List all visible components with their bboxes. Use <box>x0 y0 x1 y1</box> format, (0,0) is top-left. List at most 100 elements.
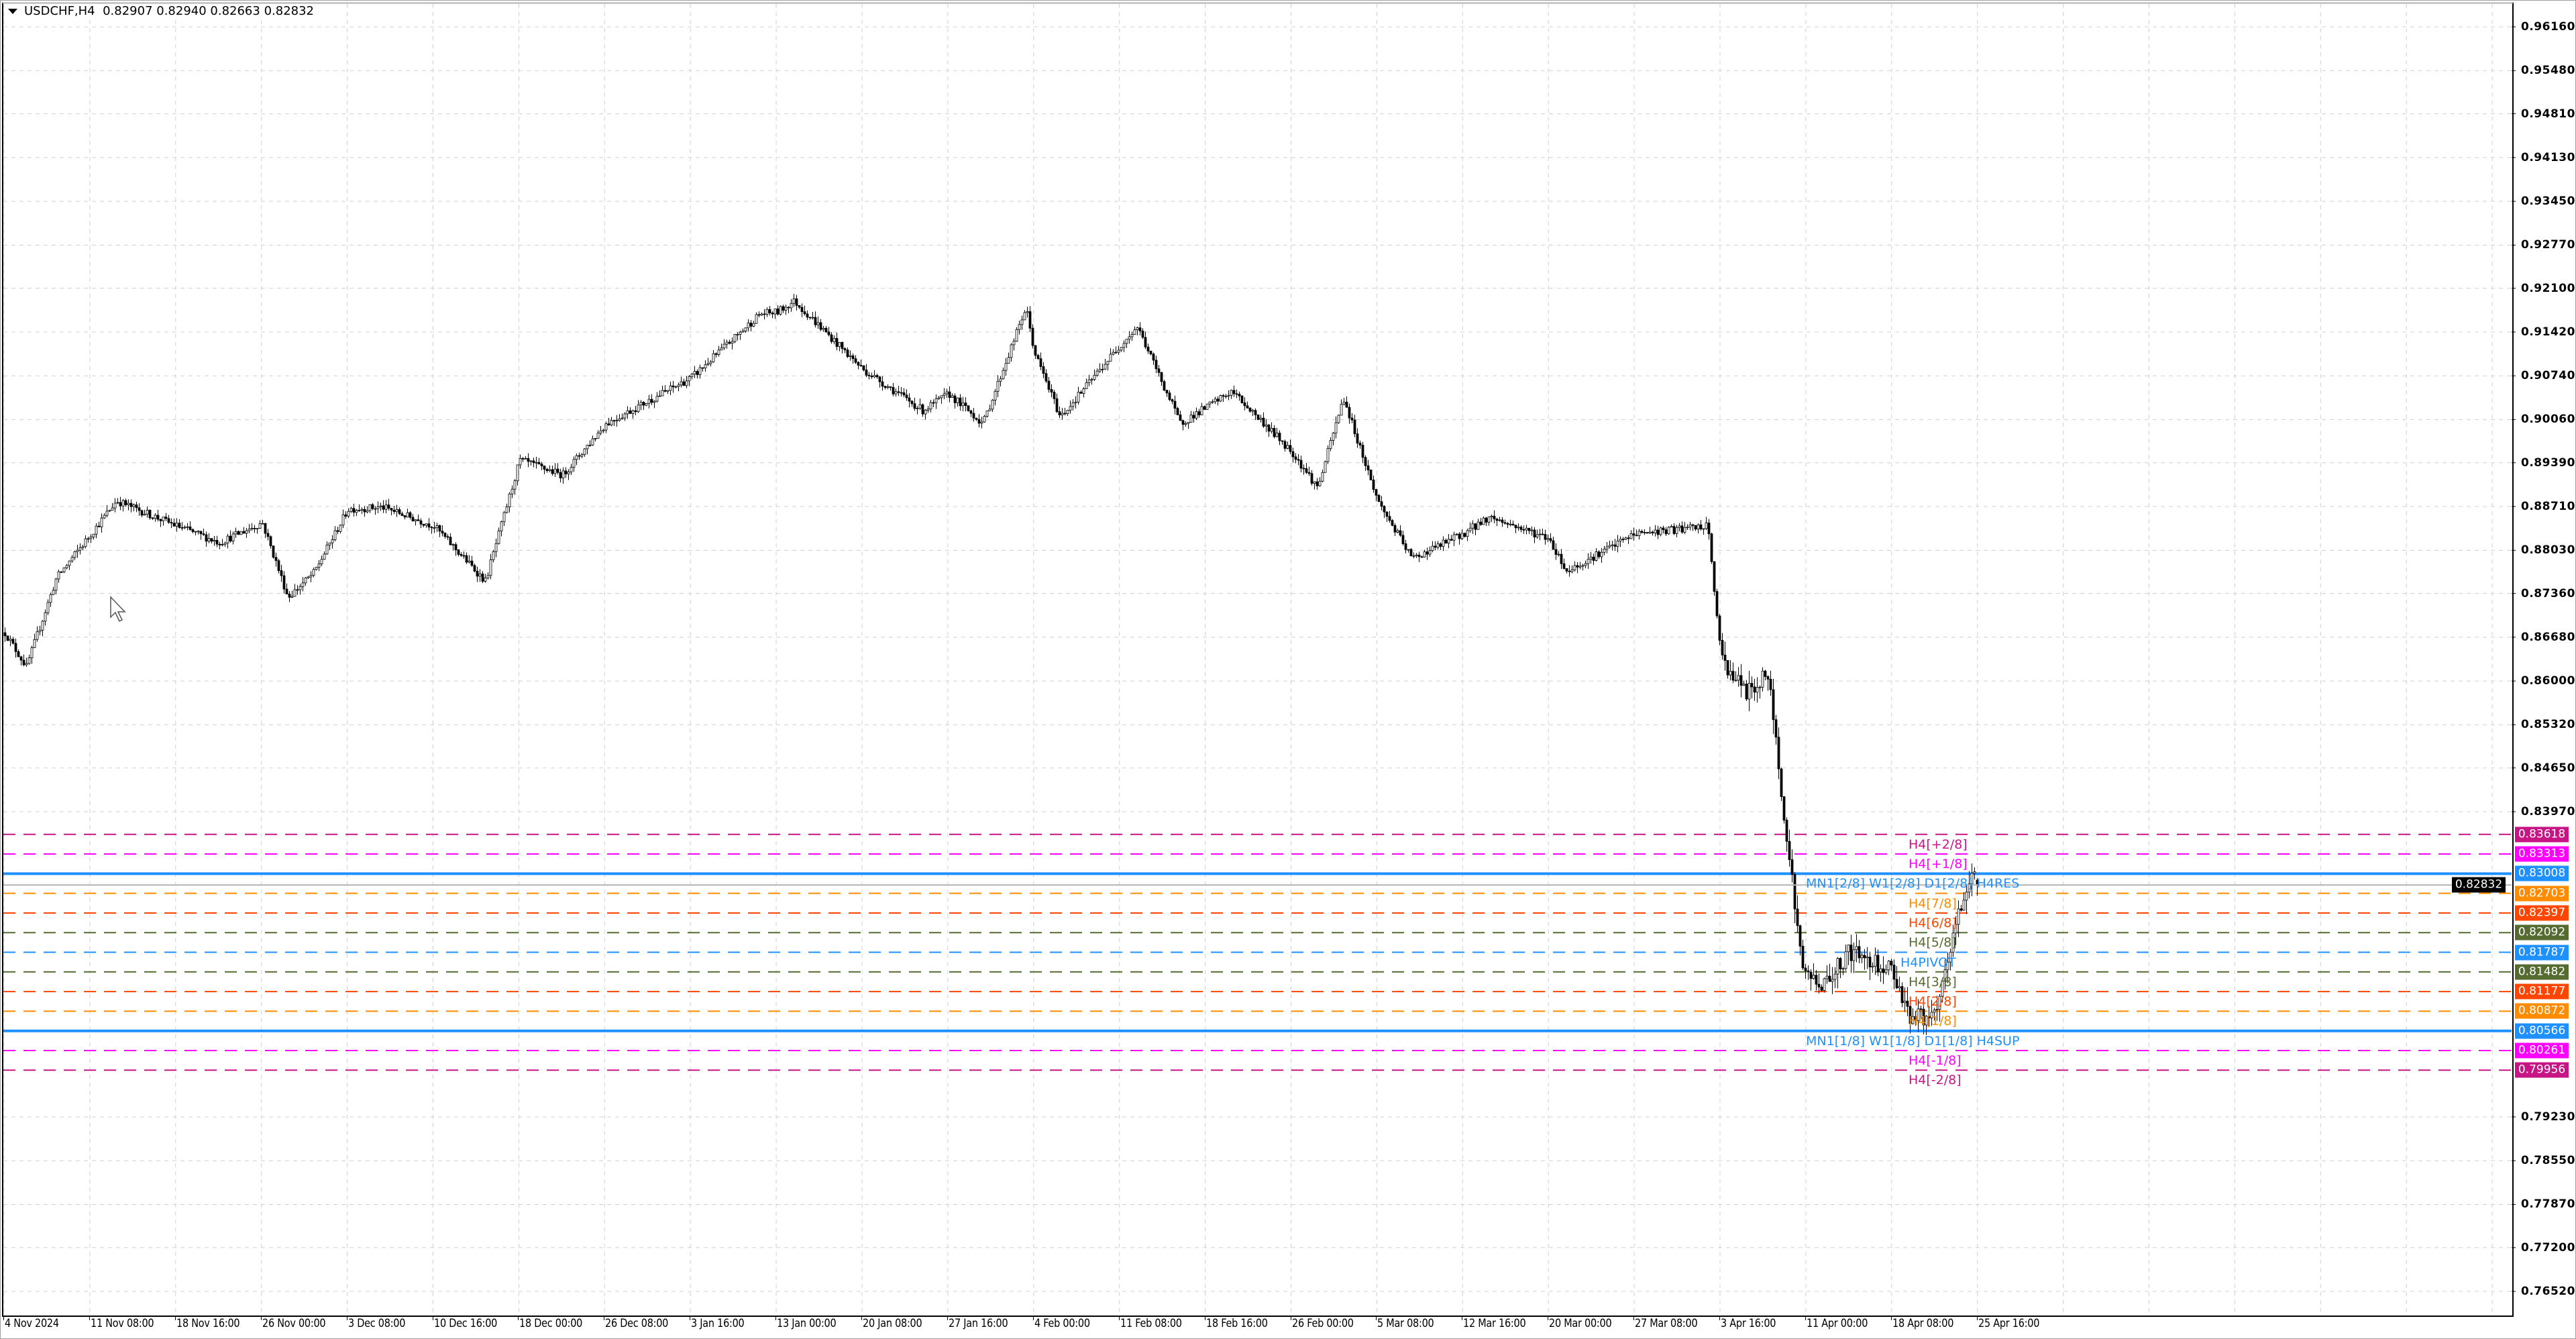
candle <box>1522 529 1525 531</box>
candle <box>905 394 908 398</box>
candle <box>1152 354 1155 361</box>
candle <box>1849 945 1853 961</box>
candle <box>1933 1010 1936 1013</box>
candle <box>827 331 830 335</box>
candle <box>900 392 903 394</box>
candle <box>1750 683 1754 688</box>
candle <box>151 517 154 519</box>
candle <box>878 376 881 382</box>
chart-plot-area[interactable] <box>2 2 2514 1317</box>
candle <box>669 385 672 391</box>
candle <box>776 308 780 315</box>
price-tick-label: 0.95480 <box>2521 64 2575 78</box>
candle <box>290 596 294 598</box>
candle <box>650 398 653 403</box>
candle <box>248 529 251 531</box>
candle <box>991 400 994 410</box>
candle <box>1262 417 1265 427</box>
candle <box>1023 312 1026 321</box>
candle <box>36 631 39 640</box>
candle <box>883 386 887 388</box>
candle <box>175 523 178 527</box>
candle <box>934 398 938 403</box>
candle <box>1662 527 1665 531</box>
candle <box>1181 420 1185 425</box>
candle <box>103 515 106 519</box>
candle <box>1069 406 1072 411</box>
candle <box>218 543 221 545</box>
candle <box>1485 517 1488 523</box>
candle <box>1587 559 1590 564</box>
candle <box>81 546 85 548</box>
dropdown-triangle-icon[interactable] <box>8 9 17 14</box>
candle <box>427 523 431 528</box>
candle <box>1187 422 1190 424</box>
candle <box>1197 411 1201 415</box>
candle <box>62 568 66 573</box>
candle <box>1219 395 1222 402</box>
candle <box>1203 406 1206 410</box>
level-price-badge: 0.82397 <box>2515 905 2569 921</box>
candle <box>631 410 635 414</box>
candle <box>894 391 898 394</box>
candle <box>1265 425 1268 427</box>
level-label: H4[2/8] <box>1909 994 1957 1010</box>
candle <box>948 391 951 398</box>
candle <box>1066 410 1069 414</box>
candle <box>457 549 460 555</box>
candle <box>1705 523 1708 529</box>
candle <box>1431 545 1434 551</box>
candle <box>250 528 254 530</box>
candle <box>489 559 492 576</box>
candle <box>661 390 664 396</box>
candle <box>988 409 991 411</box>
candle <box>881 381 884 387</box>
time-tick-label: 11 Apr 00:00 <box>1806 1317 1868 1330</box>
candle <box>1385 511 1389 517</box>
candle <box>913 403 916 409</box>
candle <box>1098 368 1102 372</box>
candle <box>792 298 796 304</box>
candle <box>473 565 476 572</box>
candle <box>1922 1008 1925 1026</box>
candle <box>92 533 95 537</box>
candle <box>790 303 793 309</box>
candle <box>3 632 7 637</box>
candle <box>773 308 777 315</box>
candle <box>1530 529 1534 531</box>
candle <box>1146 346 1150 352</box>
candle <box>583 448 586 455</box>
candle <box>1026 311 1029 313</box>
candle <box>733 334 737 342</box>
candle <box>1965 892 1968 901</box>
candle <box>1490 515 1493 518</box>
candle <box>1310 473 1313 484</box>
candle <box>1455 533 1458 535</box>
candle <box>1632 533 1635 536</box>
candle <box>1624 537 1627 540</box>
candle <box>1036 355 1040 360</box>
candle <box>765 309 769 315</box>
candle <box>19 656 23 661</box>
candle <box>556 468 559 473</box>
candle <box>1683 527 1686 533</box>
level-price-badge: 0.79956 <box>2515 1062 2569 1078</box>
candle <box>889 386 892 388</box>
time-tick-mark <box>861 1316 862 1320</box>
candle <box>570 466 573 472</box>
candle <box>1664 529 1668 535</box>
candle <box>1884 969 1888 973</box>
candle <box>744 327 747 331</box>
candle <box>540 464 543 466</box>
candle <box>76 549 79 552</box>
candle <box>1144 337 1147 347</box>
candle <box>1876 955 1880 973</box>
candle <box>1946 961 1949 971</box>
candle <box>1358 443 1362 446</box>
candle <box>1903 1000 1907 1004</box>
candle <box>1900 986 1904 1004</box>
candle <box>867 374 871 376</box>
candle <box>1125 339 1128 344</box>
candle <box>1283 441 1287 449</box>
